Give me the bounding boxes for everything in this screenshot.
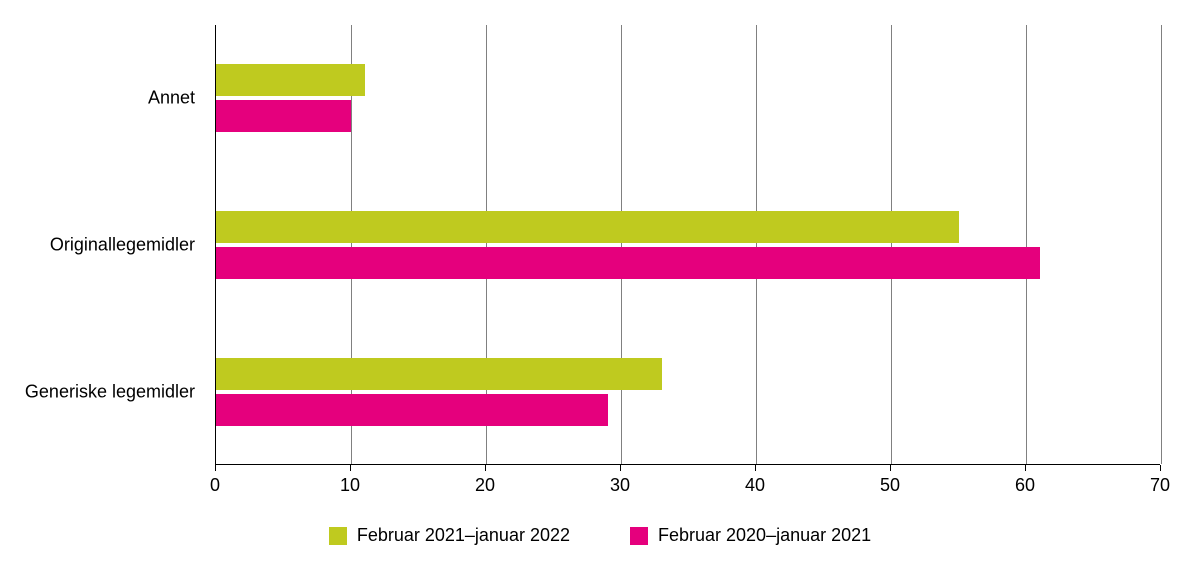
category-label: Generiske legemidler (0, 381, 195, 402)
bar (216, 247, 1040, 279)
legend-item: Februar 2021–januar 2022 (329, 525, 570, 546)
gridline (1161, 25, 1162, 464)
bar (216, 64, 365, 96)
x-tick-label: 0 (210, 475, 220, 496)
x-tick-label: 70 (1150, 475, 1170, 496)
x-tick-mark (350, 465, 351, 471)
x-tick-label: 50 (880, 475, 900, 496)
chart-container: Februar 2021–januar 2022 Februar 2020–jan… (0, 0, 1200, 569)
gridline (1026, 25, 1027, 464)
legend-swatch (329, 527, 347, 545)
x-tick-label: 30 (610, 475, 630, 496)
bar (216, 358, 662, 390)
x-tick-mark (755, 465, 756, 471)
bar (216, 394, 608, 426)
x-tick-mark (485, 465, 486, 471)
plot-area (215, 25, 1160, 465)
x-tick-mark (1025, 465, 1026, 471)
legend-item: Februar 2020–januar 2021 (630, 525, 871, 546)
bar (216, 100, 351, 132)
category-label: Annet (0, 88, 195, 109)
x-tick-label: 60 (1015, 475, 1035, 496)
x-tick-label: 20 (475, 475, 495, 496)
bar (216, 211, 959, 243)
gridline (756, 25, 757, 464)
x-tick-mark (215, 465, 216, 471)
x-tick-mark (620, 465, 621, 471)
category-label: Originallegemidler (0, 235, 195, 256)
x-tick-mark (1160, 465, 1161, 471)
x-tick-mark (890, 465, 891, 471)
x-tick-label: 10 (340, 475, 360, 496)
legend-label: Februar 2020–januar 2021 (658, 525, 871, 546)
gridline (621, 25, 622, 464)
gridline (891, 25, 892, 464)
legend-swatch (630, 527, 648, 545)
legend: Februar 2021–januar 2022 Februar 2020–jan… (0, 525, 1200, 546)
x-tick-label: 40 (745, 475, 765, 496)
legend-label: Februar 2021–januar 2022 (357, 525, 570, 546)
